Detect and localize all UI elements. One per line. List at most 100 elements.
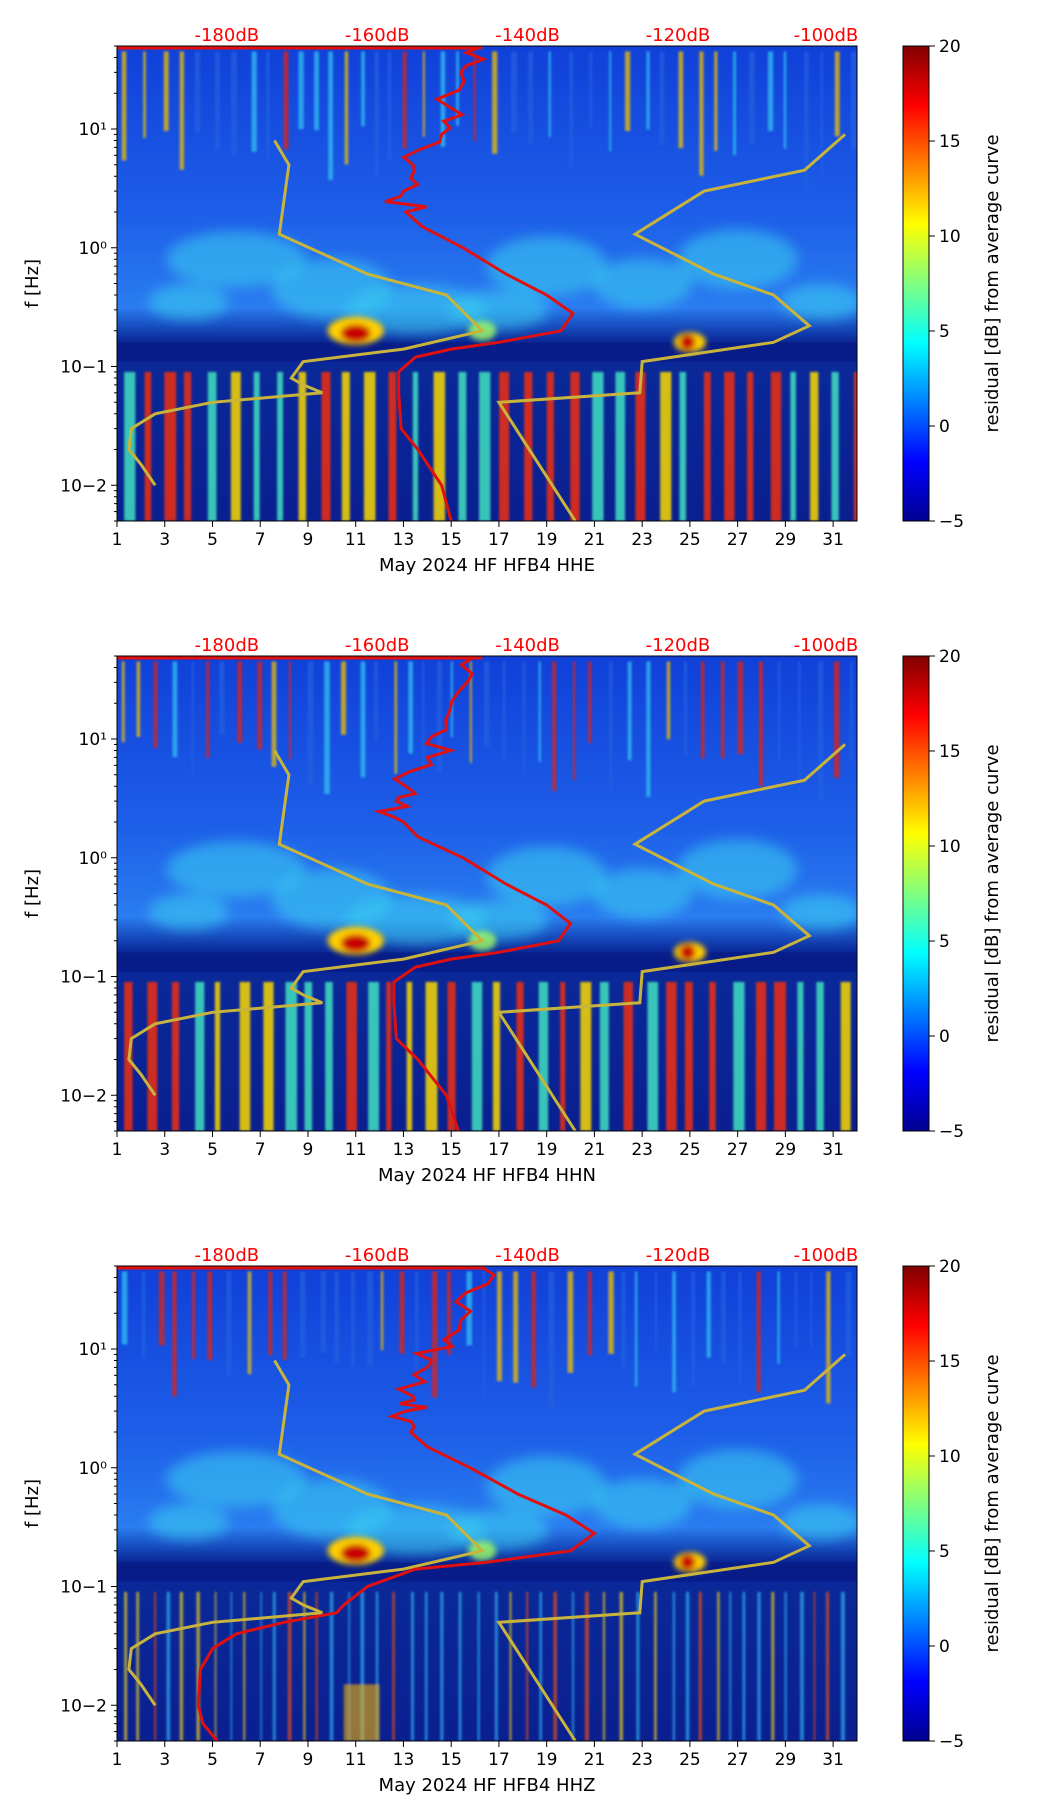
x-tick-label: 23 <box>631 530 653 550</box>
lf-stripe <box>539 1591 543 1741</box>
lf-stripe <box>214 981 221 1131</box>
lf-stripe <box>810 371 819 521</box>
lf-stripe <box>703 371 711 521</box>
hf-stripe <box>850 661 853 762</box>
y-tick-label: 10−2 <box>60 476 107 496</box>
colorbar-tick-label: 20 <box>939 1257 961 1277</box>
x-tick-label: 21 <box>584 1750 606 1770</box>
hf-stripe <box>387 51 392 163</box>
lf-stripe <box>458 371 467 521</box>
hf-stripe <box>733 51 737 156</box>
y-axis-label: f [Hz] <box>22 259 43 308</box>
lf-stripe <box>623 981 633 1131</box>
red-psd-curve <box>196 1266 598 1741</box>
microseism-blob <box>781 283 857 320</box>
lf-stripe <box>647 981 659 1131</box>
x-tick-label: 19 <box>536 530 558 550</box>
lf-stripe <box>492 981 501 1131</box>
lf-stripe <box>477 1591 480 1741</box>
hf-stripe <box>288 661 292 760</box>
lf-stripe <box>516 981 524 1131</box>
colorbar-tick-label: 20 <box>939 647 961 667</box>
yellow-model-curve-low <box>127 139 486 487</box>
hot-spot-red <box>340 934 371 953</box>
hf-stripe <box>408 661 413 754</box>
colorbar-tick-label: −5 <box>939 512 964 532</box>
hf-stripe <box>510 51 517 133</box>
x-tick-label: 23 <box>631 1140 653 1160</box>
lf-stripe <box>304 981 313 1131</box>
microseism-blob <box>166 841 307 898</box>
lf-stripe <box>243 1591 246 1741</box>
x-tick-label: 31 <box>822 530 844 550</box>
x-tick-label: 17 <box>488 530 510 550</box>
y-tick-label: 10¹ <box>79 730 107 750</box>
lf-stripe <box>348 1591 351 1741</box>
lf-stripe <box>797 981 804 1131</box>
hf-stripe <box>834 51 840 137</box>
colorbar-label: residual [dB] from average curve <box>982 1354 1003 1652</box>
lf-stripe <box>277 371 284 521</box>
microseism-blob <box>148 893 229 930</box>
lf-stripe <box>458 1591 462 1741</box>
lf-stripe <box>636 1591 640 1741</box>
colorbar-tick-label: 15 <box>939 1352 961 1372</box>
x-tick-label: 13 <box>393 1140 415 1160</box>
yellow-model-curve-high <box>496 743 847 1131</box>
microseism-blob <box>148 1503 229 1540</box>
microseism-blob <box>148 283 229 320</box>
colorbar-tick-label: 0 <box>939 1637 950 1657</box>
hf-stripe <box>714 51 718 151</box>
lf-stripe <box>329 1591 334 1741</box>
lf-stripe <box>321 371 331 521</box>
lf-stripe <box>755 981 767 1131</box>
hf-stripe <box>777 661 781 760</box>
y-tick-label: 10−1 <box>60 1578 107 1598</box>
microseism-blobs <box>148 1449 857 1555</box>
lf-stripe <box>840 981 851 1131</box>
lf-stripe <box>239 981 251 1131</box>
x-tick-label: 1 <box>112 530 123 550</box>
top-db-label: -160dB <box>345 1245 410 1266</box>
hf-stripe <box>361 51 365 127</box>
hf-stripe <box>328 51 333 180</box>
x-tick-label: 1 <box>112 1140 123 1160</box>
lf-stripe <box>214 1591 217 1741</box>
lf-stripe <box>592 371 604 521</box>
top-db-label: -180dB <box>194 25 259 46</box>
lf-stripe <box>303 1591 306 1741</box>
lf-stripe <box>724 371 735 521</box>
microseism-blob <box>677 229 798 290</box>
lf-stripe <box>742 1591 746 1741</box>
hf-stripe <box>456 51 459 126</box>
hf-stripe <box>300 1271 306 1359</box>
lf-stripe <box>124 1591 128 1741</box>
x-tick-label: 1 <box>112 1750 123 1770</box>
hf-stripe <box>340 661 347 735</box>
hf-stripe <box>179 51 185 170</box>
top-db-label: -100dB <box>794 1245 859 1266</box>
lf-stripe <box>392 1591 395 1741</box>
x-tick-label: 9 <box>303 1750 314 1770</box>
hf-stripe <box>804 51 809 191</box>
lf-stripe <box>253 371 260 521</box>
lf-stripe <box>179 1591 184 1741</box>
hf-stripe <box>172 1271 177 1397</box>
x-tick-label: 11 <box>345 1750 367 1770</box>
hf-stripe <box>496 1271 502 1382</box>
x-tick-label: 25 <box>679 1750 701 1770</box>
hf-stripe <box>446 1271 452 1355</box>
hf-stripe <box>231 51 237 156</box>
lf-stripe <box>672 1591 675 1741</box>
y-tick-label: 10−1 <box>60 968 107 988</box>
hf-stripe <box>282 1271 287 1360</box>
microseism-blob <box>166 1451 307 1508</box>
x-tick-label: 17 <box>488 1750 510 1770</box>
lf-stripe <box>388 371 397 521</box>
y-tick-label: 10⁰ <box>79 1459 108 1479</box>
lf-stripe <box>800 1591 804 1741</box>
x-tick-label: 7 <box>255 1750 266 1770</box>
hf-stripe <box>141 1271 146 1359</box>
hf-stripe <box>654 1271 658 1351</box>
hf-stripe <box>720 661 725 759</box>
